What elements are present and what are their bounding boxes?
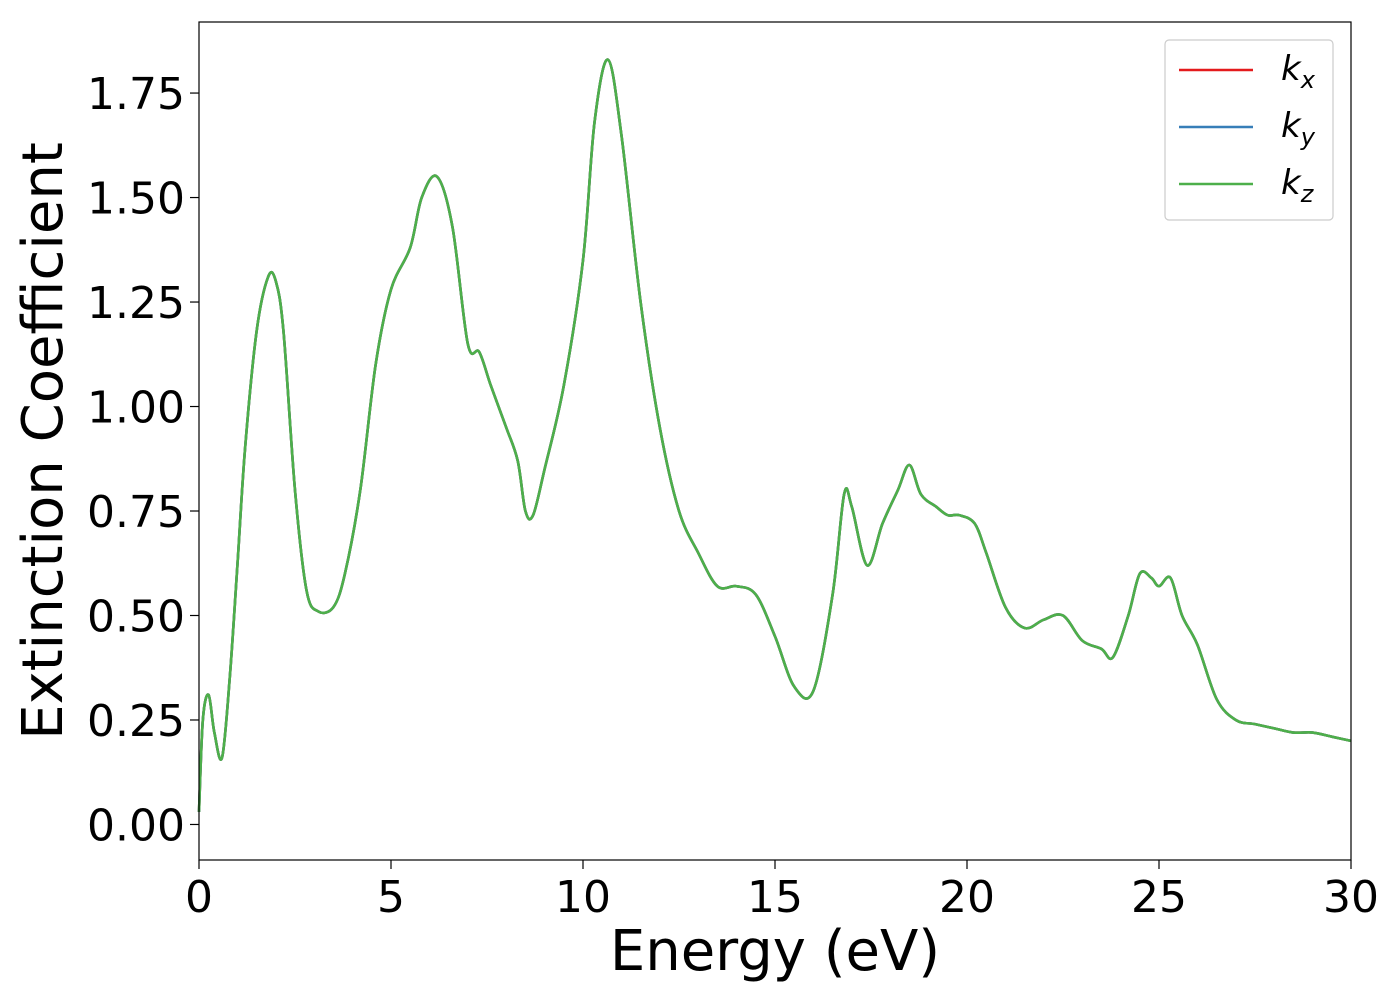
y-tick-label: 0.25 (87, 696, 185, 747)
y-tick-label: 0.75 (87, 487, 185, 538)
legend-label-k-z: kz (1281, 163, 1315, 208)
y-tick-label: 1.25 (87, 278, 185, 329)
y-tick-label: 1.75 (87, 69, 185, 120)
x-tick-label: 15 (747, 872, 803, 923)
x-tick-label: 30 (1323, 872, 1379, 923)
y-tick-label: 1.00 (87, 383, 185, 434)
x-axis-ticks: 0 5 10 15 20 25 30 (185, 860, 1379, 923)
series-layer (197, 58, 1352, 812)
legend-label-k-x: kx (1281, 49, 1316, 94)
legend-label-k-y: ky (1281, 106, 1316, 151)
x-axis-label: Energy (eV) (610, 919, 940, 984)
y-tick-label: 0.50 (87, 591, 185, 642)
x-tick-label: 20 (939, 872, 995, 923)
y-axis-ticks: 0.00 0.25 0.50 0.75 1.00 1.25 1.50 1.75 (87, 69, 199, 851)
legend: kx ky kz (1164, 39, 1334, 221)
x-tick-label: 0 (185, 872, 213, 923)
x-tick-label: 5 (377, 872, 405, 923)
series-line-k-z (197, 58, 1352, 812)
x-tick-label: 25 (1131, 872, 1187, 923)
legend-box (1164, 39, 1334, 221)
y-tick-label: 1.50 (87, 174, 185, 225)
y-axis-label: Extinction Coefficient (11, 142, 76, 740)
x-tick-label: 10 (555, 872, 611, 923)
y-tick-label: 0.00 (87, 800, 185, 851)
